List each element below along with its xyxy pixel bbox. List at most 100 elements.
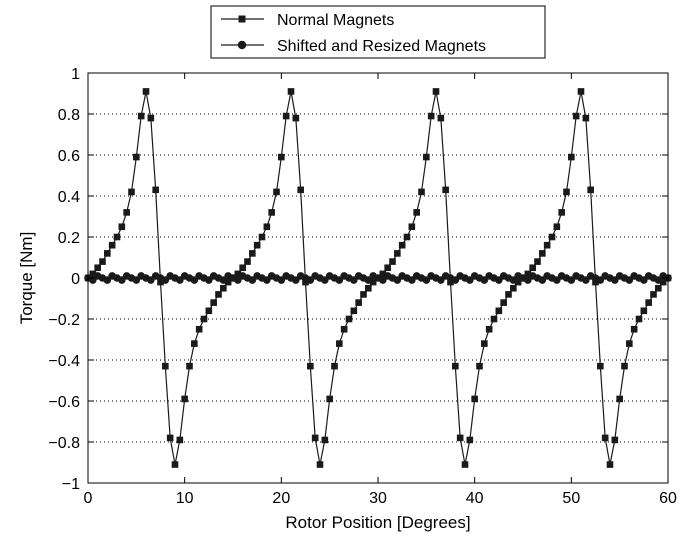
data-point-square	[650, 291, 657, 298]
y-tick-label: −1	[62, 476, 80, 493]
data-point-square	[481, 340, 488, 347]
data-point-square	[432, 88, 440, 95]
data-point-square	[408, 223, 416, 231]
data-point-square	[659, 278, 667, 286]
data-point-square	[568, 153, 575, 161]
data-point-square	[369, 278, 377, 286]
data-point-square	[142, 88, 150, 95]
y-tick-label: −0.8	[48, 435, 80, 452]
data-point-square	[640, 307, 648, 315]
data-point-square	[263, 223, 271, 231]
data-point-square	[191, 340, 198, 347]
data-point-square	[456, 434, 464, 442]
data-point-square	[157, 278, 164, 286]
data-point-square	[215, 291, 222, 298]
data-point-square	[389, 258, 396, 265]
data-point-square	[345, 315, 353, 323]
data-point-square	[577, 88, 585, 95]
data-point-square	[307, 362, 314, 370]
data-point-square	[423, 153, 430, 161]
data-point-square	[224, 278, 232, 286]
x-tick-label: 40	[466, 490, 484, 507]
data-point-square	[282, 112, 290, 120]
series-shifted-magnets	[84, 272, 672, 284]
data-point-square	[147, 114, 155, 122]
data-point-square	[529, 264, 536, 272]
data-point-square	[510, 284, 517, 292]
data-point-square	[394, 250, 401, 257]
data-point-square	[210, 299, 217, 306]
data-point-square	[626, 340, 633, 347]
y-tick-label: 1	[71, 66, 80, 83]
data-point-square	[437, 114, 445, 122]
data-point-square	[471, 395, 478, 403]
y-axis-title: Torque [Nm]	[17, 232, 36, 325]
data-point-square	[287, 88, 295, 95]
data-point-square	[563, 188, 570, 196]
legend-label-shifted-magnets: Shifted and Resized Magnets	[277, 38, 486, 55]
data-point-square	[500, 299, 507, 306]
data-point-square	[181, 395, 188, 403]
data-point-square	[326, 395, 333, 403]
data-point-square	[543, 241, 551, 249]
y-tick-label: 0.2	[58, 230, 80, 247]
x-tick-label: 20	[272, 490, 290, 507]
data-point-square	[572, 112, 580, 120]
data-point-square	[534, 258, 541, 265]
axis-ticks	[87, 72, 669, 484]
data-point-square	[273, 188, 280, 196]
data-point-square	[89, 270, 97, 278]
x-tick-label: 10	[176, 490, 194, 507]
data-point-square	[365, 284, 372, 292]
x-axis-title: Rotor Position [Degrees]	[285, 513, 470, 532]
data-point-square	[316, 461, 324, 468]
y-tick-label: 0.8	[58, 107, 80, 124]
data-point-square	[490, 315, 498, 323]
data-point-square	[302, 278, 309, 286]
data-point-square	[195, 325, 203, 333]
data-point-square	[360, 291, 367, 298]
legend-label-normal-magnets: Normal Magnets	[277, 12, 394, 29]
data-point-square	[205, 307, 213, 315]
data-point-square	[176, 436, 184, 444]
data-point-square	[350, 307, 358, 315]
data-point-square	[108, 241, 116, 249]
data-point-square	[403, 233, 411, 241]
data-point-square	[597, 362, 604, 370]
data-point-square	[524, 270, 532, 278]
data-point-square	[104, 250, 111, 257]
data-point-square	[331, 362, 338, 370]
data-point-square	[611, 436, 619, 444]
data-point-square	[442, 186, 449, 194]
data-point-square	[133, 153, 140, 161]
data-point-square	[171, 461, 179, 468]
data-point-square	[355, 299, 362, 306]
data-point-square	[398, 241, 406, 249]
data-point-square	[548, 233, 556, 241]
data-point-square	[582, 114, 590, 122]
data-point-square	[418, 188, 425, 196]
data-point-square	[258, 233, 266, 241]
data-point-square	[123, 209, 130, 216]
data-point-square	[635, 315, 643, 323]
data-point-square	[336, 340, 343, 347]
data-point-square	[630, 325, 638, 333]
y-tick-label: 0	[71, 271, 80, 288]
data-point-square	[292, 114, 300, 122]
y-tick-label: −0.2	[48, 312, 80, 329]
data-point-square	[466, 436, 474, 444]
data-point-square	[99, 258, 106, 265]
data-point-square	[244, 258, 251, 265]
y-tick-label: 0.4	[58, 189, 80, 206]
series-normal-magnets	[84, 88, 672, 468]
y-tick-labels: 1 0.8 0.6 0.4 0.2 0 −0.2 −0.4 −0.6 −0.8 −1	[48, 66, 80, 493]
data-point-square	[297, 186, 304, 194]
data-point-square	[621, 362, 628, 370]
legend-marker-square	[238, 15, 246, 23]
data-point-square	[592, 278, 599, 286]
data-point-square	[505, 291, 512, 298]
data-point-square	[249, 250, 256, 257]
x-tick-label: 30	[369, 490, 387, 507]
data-point-square	[553, 223, 561, 231]
